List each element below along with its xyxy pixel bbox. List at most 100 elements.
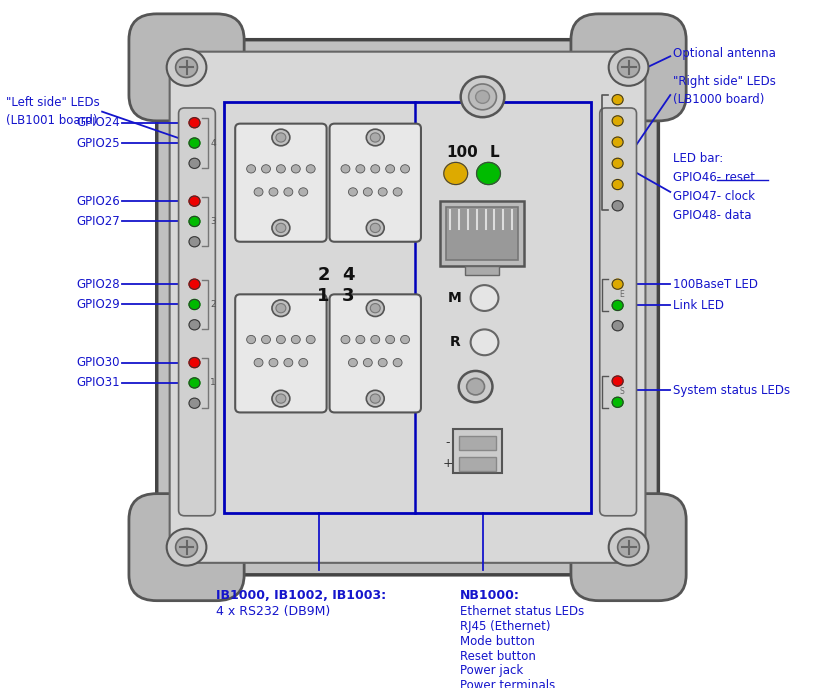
Text: R: R [449, 335, 460, 350]
Circle shape [611, 116, 623, 126]
Text: 4: 4 [210, 138, 216, 147]
Circle shape [166, 528, 206, 566]
Circle shape [611, 201, 623, 211]
Text: GPIO31: GPIO31 [76, 376, 120, 389]
Text: System status LEDs: System status LEDs [672, 384, 789, 397]
FancyBboxPatch shape [570, 14, 686, 121]
Text: 3: 3 [210, 217, 216, 226]
Circle shape [283, 358, 292, 367]
Text: GPIO26: GPIO26 [76, 195, 120, 208]
Text: E: E [619, 290, 623, 299]
Bar [440, 201, 523, 266]
Circle shape [370, 133, 380, 142]
Circle shape [392, 358, 402, 367]
Text: NB1000:: NB1000: [460, 589, 519, 602]
Circle shape [348, 358, 357, 367]
Circle shape [370, 335, 379, 344]
Circle shape [189, 138, 200, 148]
Circle shape [253, 358, 262, 367]
Circle shape [458, 371, 492, 402]
Circle shape [355, 335, 364, 344]
Circle shape [608, 528, 647, 566]
Text: GPIO25: GPIO25 [76, 136, 120, 149]
Circle shape [247, 164, 255, 173]
Circle shape [189, 196, 200, 206]
Circle shape [617, 537, 638, 557]
Circle shape [189, 299, 200, 310]
Circle shape [611, 158, 623, 169]
Text: GPIO27: GPIO27 [76, 215, 120, 228]
FancyBboxPatch shape [235, 124, 326, 241]
Bar [445, 206, 518, 260]
Circle shape [370, 303, 380, 313]
Circle shape [460, 76, 503, 117]
Text: Power jack: Power jack [460, 665, 522, 677]
FancyBboxPatch shape [599, 108, 636, 516]
Circle shape [363, 358, 372, 367]
Circle shape [247, 335, 255, 344]
Circle shape [611, 180, 623, 190]
Circle shape [291, 335, 300, 344]
Circle shape [363, 188, 372, 196]
Text: L: L [489, 144, 498, 160]
Text: 100: 100 [446, 144, 478, 160]
Circle shape [272, 129, 290, 146]
Text: 2: 2 [210, 300, 216, 309]
Text: Power terminals: Power terminals [460, 679, 554, 688]
Circle shape [306, 164, 315, 173]
Text: Mode button: Mode button [460, 635, 534, 648]
Text: 100BaseT LED: 100BaseT LED [672, 278, 758, 291]
Circle shape [298, 358, 307, 367]
Bar [452, 429, 502, 473]
Circle shape [608, 49, 647, 86]
Circle shape [475, 90, 489, 103]
Circle shape [276, 224, 286, 233]
Circle shape [617, 57, 638, 78]
Text: GPIO24: GPIO24 [76, 116, 120, 129]
Circle shape [189, 398, 200, 408]
Circle shape [189, 358, 200, 367]
Text: 1: 1 [210, 378, 216, 387]
FancyBboxPatch shape [330, 294, 421, 412]
FancyBboxPatch shape [178, 108, 215, 516]
Bar [224, 103, 590, 513]
Circle shape [189, 118, 200, 128]
Circle shape [348, 188, 357, 196]
Circle shape [366, 300, 383, 316]
FancyBboxPatch shape [170, 52, 645, 563]
Circle shape [276, 394, 286, 403]
Bar [458, 436, 496, 450]
FancyBboxPatch shape [129, 14, 244, 121]
Circle shape [189, 320, 200, 330]
Text: -: - [445, 436, 450, 449]
Text: 1: 1 [317, 287, 330, 305]
Circle shape [272, 300, 290, 316]
Circle shape [189, 279, 200, 289]
Text: LED bar:
GPIO46- reset
GPIO47- clock
GPIO48- data: LED bar: GPIO46- reset GPIO47- clock GPI… [672, 152, 754, 222]
Circle shape [378, 188, 387, 196]
Circle shape [272, 390, 290, 407]
Circle shape [366, 390, 383, 407]
Circle shape [370, 164, 379, 173]
Circle shape [189, 237, 200, 247]
Circle shape [291, 164, 300, 173]
Circle shape [189, 158, 200, 169]
Circle shape [443, 162, 467, 184]
Circle shape [378, 358, 387, 367]
FancyBboxPatch shape [129, 493, 244, 601]
Circle shape [276, 164, 285, 173]
Circle shape [611, 397, 623, 407]
Text: Reset button: Reset button [460, 649, 535, 663]
Circle shape [476, 162, 500, 184]
Circle shape [366, 129, 383, 146]
Circle shape [611, 321, 623, 331]
Text: "Right side" LEDs
(LB1000 board): "Right side" LEDs (LB1000 board) [672, 75, 775, 106]
Text: RJ45 (Ethernet): RJ45 (Ethernet) [460, 620, 550, 633]
Circle shape [370, 224, 380, 233]
Circle shape [261, 335, 270, 344]
Text: 4 x RS232 (DB9M): 4 x RS232 (DB9M) [216, 605, 330, 619]
Circle shape [176, 537, 197, 557]
Text: S: S [619, 387, 623, 396]
Circle shape [268, 358, 277, 367]
Circle shape [400, 335, 409, 344]
